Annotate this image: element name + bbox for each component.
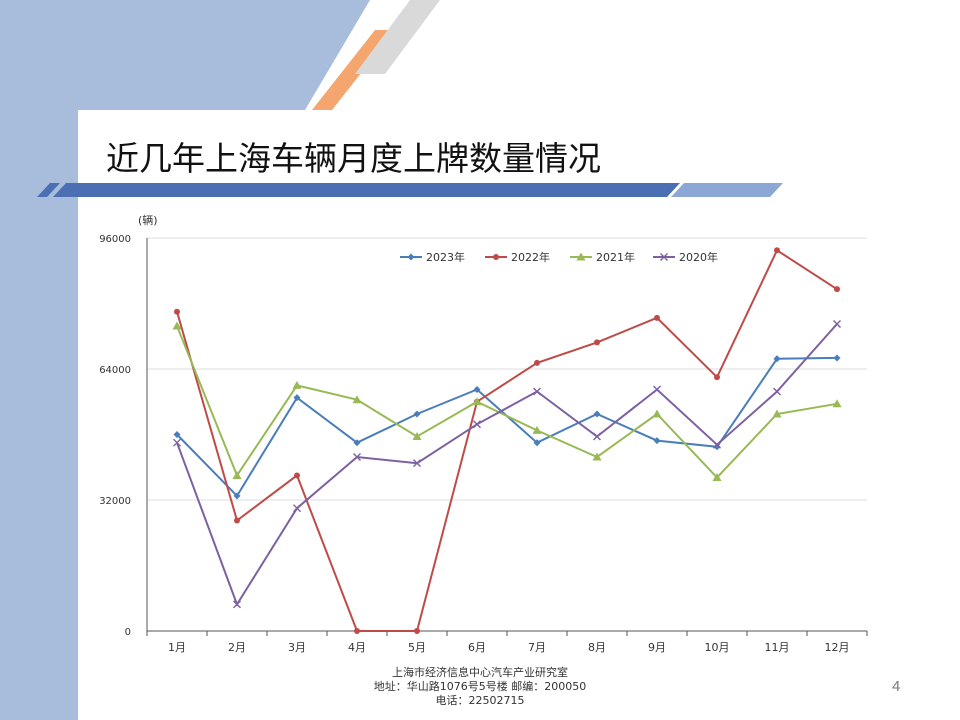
data-point xyxy=(353,439,361,447)
legend-item: 2021年 xyxy=(570,250,635,264)
data-point xyxy=(652,409,662,418)
data-point xyxy=(353,453,361,462)
title-underline xyxy=(37,183,783,197)
data-point xyxy=(772,409,782,418)
data-point xyxy=(354,628,360,634)
data-point xyxy=(473,385,481,393)
legend-label: 2020年 xyxy=(679,250,718,264)
data-point xyxy=(834,286,840,293)
data-point xyxy=(173,438,181,447)
data-point xyxy=(534,359,540,366)
data-point xyxy=(174,308,180,315)
data-point xyxy=(293,504,301,513)
legend-label: 2022年 xyxy=(511,250,550,264)
x-tick-label: 3月 xyxy=(288,641,306,654)
footer-contact: 上海市经济信息中心汽车产业研究室 地址：华山路1076号5号楼 邮编：20005… xyxy=(330,666,630,708)
legend-item: 2022年 xyxy=(485,250,550,264)
x-tick-label: 10月 xyxy=(705,641,730,654)
series-line xyxy=(176,248,838,632)
x-tick-label: 8月 xyxy=(588,641,606,654)
data-point xyxy=(833,319,841,328)
data-point xyxy=(352,395,362,404)
y-tick-label: 96000 xyxy=(99,234,131,245)
x-tick-label: 2月 xyxy=(228,641,246,654)
x-tick-label: 7月 xyxy=(528,641,546,654)
data-point xyxy=(592,452,602,461)
x-tick-label: 9月 xyxy=(648,641,666,654)
y-tick-labels: 0 32000 64000 96000 xyxy=(99,234,131,638)
data-point xyxy=(773,355,781,363)
data-point xyxy=(714,374,720,381)
data-point xyxy=(653,385,661,394)
x-tick-label: 11月 xyxy=(765,641,790,654)
left-side-panel xyxy=(0,0,78,720)
slide-title: 近几年上海车辆月度上牌数量情况 xyxy=(106,139,601,178)
legend-label: 2023年 xyxy=(426,250,465,264)
data-point xyxy=(660,253,668,261)
chart-legend: 2023年 2022年 2021年 2020年 xyxy=(400,250,718,264)
data-point xyxy=(413,410,421,418)
data-point xyxy=(173,431,181,438)
x-tick-label: 5月 xyxy=(408,641,426,654)
data-point xyxy=(576,252,586,261)
data-point xyxy=(533,387,541,396)
legend-item: 2023年 xyxy=(400,250,465,264)
x-tick-labels: 1月 2月 3月 4月 5月 6月 7月 8月 9月 10月 11月 12月 xyxy=(168,641,850,654)
footer-address: 地址：华山路1076号5号楼 邮编：200050 xyxy=(373,680,587,693)
data-point xyxy=(293,394,301,402)
data-point xyxy=(532,425,542,434)
footer-org: 上海市经济信息中心汽车产业研究室 xyxy=(392,666,568,679)
y-tick-label: 32000 xyxy=(99,496,131,507)
series-2020年 xyxy=(173,319,841,609)
data-point xyxy=(294,472,300,479)
data-point xyxy=(412,432,422,441)
series-line xyxy=(176,323,838,607)
data-point xyxy=(232,470,242,479)
data-series xyxy=(172,247,842,634)
x-tick-label: 4月 xyxy=(348,641,366,654)
data-point xyxy=(774,247,780,254)
data-point xyxy=(713,443,721,451)
series-2023年 xyxy=(173,354,841,500)
data-point xyxy=(172,321,182,330)
data-point xyxy=(473,420,481,429)
series-2022年 xyxy=(174,247,840,634)
data-point xyxy=(493,254,499,260)
data-point xyxy=(472,397,482,406)
series-2021年 xyxy=(172,321,842,481)
footer-phone: 电话：22502715 xyxy=(435,694,525,707)
data-point xyxy=(233,492,241,500)
data-point xyxy=(593,432,601,441)
grid-lines xyxy=(147,237,867,501)
x-tick-label: 12月 xyxy=(825,641,850,654)
top-decoration xyxy=(0,0,960,110)
data-point xyxy=(713,440,721,449)
data-point xyxy=(832,399,842,408)
y-unit-label: (辆) xyxy=(138,213,158,227)
data-point xyxy=(533,439,541,447)
data-point xyxy=(594,339,600,346)
data-point xyxy=(292,380,302,389)
data-point xyxy=(593,410,601,418)
legend-label: 2021年 xyxy=(596,250,635,264)
data-point xyxy=(653,437,661,445)
series-line xyxy=(176,325,838,479)
chart-axes xyxy=(146,238,868,636)
data-point xyxy=(414,628,420,634)
y-tick-label: 0 xyxy=(125,627,131,638)
data-point xyxy=(413,459,421,468)
data-point xyxy=(234,517,240,524)
y-tick-label: 64000 xyxy=(99,365,131,376)
legend-item: 2020年 xyxy=(653,250,718,264)
data-point xyxy=(233,600,241,609)
page-number: 4 xyxy=(892,678,901,695)
x-tick-label: 6月 xyxy=(468,641,486,654)
data-point xyxy=(407,253,415,261)
x-tick-label: 1月 xyxy=(168,641,186,654)
data-point xyxy=(773,387,781,396)
data-point xyxy=(654,314,660,321)
data-point xyxy=(833,354,841,362)
data-point xyxy=(712,472,722,481)
